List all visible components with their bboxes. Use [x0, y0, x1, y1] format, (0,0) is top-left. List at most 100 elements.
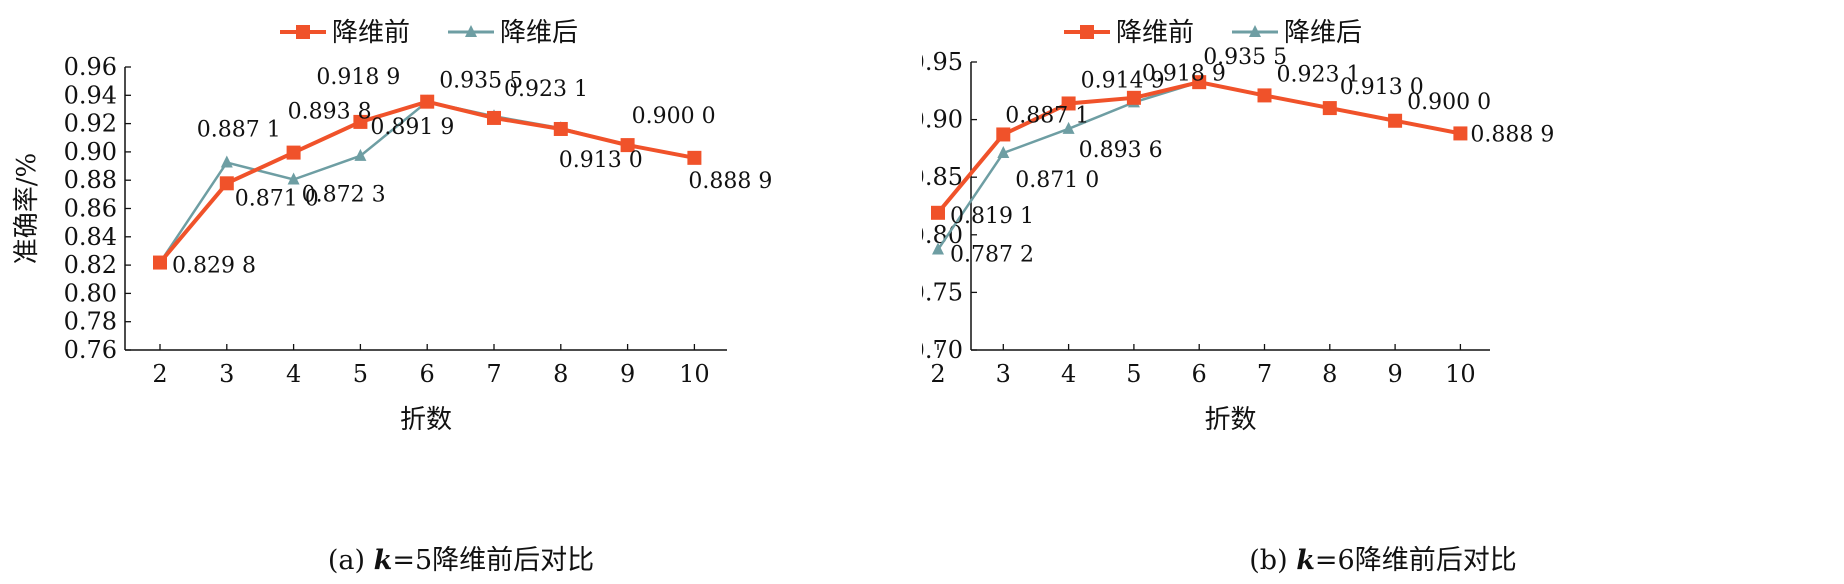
chart-b-before-point [1388, 113, 1403, 128]
chart-b-x-tick-label: 3 [996, 360, 1011, 388]
chart-a-svg: 0.760.780.800.820.840.860.880.900.920.94… [12, 18, 772, 435]
chart-a-before-point [219, 176, 234, 191]
chart-b-data-label: 0.935 5 [1203, 45, 1287, 70]
chart-a-x-tick-label: 7 [486, 360, 501, 388]
chart-b-y-tick-label: 0.85 [922, 163, 963, 191]
chart-b-caption-var: k [1296, 545, 1315, 576]
chart-a-data-label: 0.918 9 [316, 65, 400, 90]
chart-b-data-label: 0.787 2 [950, 243, 1034, 268]
chart-b-x-tick-label: 4 [1061, 360, 1076, 388]
chart-b-y-tick-label: 0.95 [922, 48, 963, 76]
legend-after-marker [1249, 25, 1261, 37]
chart-a-y-tick-label: 0.76 [64, 336, 117, 364]
chart-a-x-axis-label: 折数 [400, 405, 452, 435]
chart-b-caption-prefix: (b) [1249, 545, 1297, 576]
chart-b-caption-suffix: =6降维前后对比 [1314, 545, 1517, 576]
chart-a-y-tick-label: 0.80 [64, 279, 117, 307]
chart-a-y-tick-label: 0.94 [64, 81, 117, 109]
legend-after-marker [465, 25, 477, 37]
chart-a-data-label: 0.913 0 [559, 148, 643, 173]
chart-b-data-label: 0.914 9 [1081, 68, 1165, 93]
chart-a-y-tick-label: 0.82 [64, 251, 117, 279]
chart-a-before-point [420, 94, 435, 109]
chart-b-before-point [996, 127, 1011, 142]
chart-b-data-label: 0.887 1 [1005, 103, 1089, 128]
chart-a-data-label: 0.891 9 [370, 115, 454, 140]
chart-b-y-tick-label: 0.70 [922, 336, 963, 364]
chart-a-x-tick-label: 9 [620, 360, 635, 388]
chart-a-before-point [687, 150, 702, 165]
chart-b-data-label: 0.819 1 [950, 204, 1034, 229]
chart-b-x-tick-label: 10 [1445, 360, 1476, 388]
chart-b-x-tick-label: 7 [1257, 360, 1272, 388]
chart-a-after-point [354, 148, 367, 161]
chart-a-data-label: 0.871 0 [235, 186, 319, 211]
chart-a-caption: (a) k=5降维前后对比 [0, 538, 922, 577]
chart-a-y-tick-label: 0.96 [64, 53, 117, 81]
chart-a-before-point [153, 255, 167, 270]
chart-a-x-tick-label: 2 [152, 360, 167, 388]
chart-a-data-label: 0.900 0 [632, 104, 716, 129]
chart-a-before-point [286, 145, 301, 160]
chart-a-caption-prefix: (a) [327, 545, 374, 576]
chart-b-after-point [932, 242, 944, 255]
chart-b-y-tick-label: 0.90 [922, 106, 963, 134]
chart-b-x-tick-label: 9 [1387, 360, 1402, 388]
chart-b-data-label: 0.893 6 [1079, 138, 1163, 163]
chart-b-svg: 0.700.750.800.850.900.952345678910折数准确率/… [922, 18, 1554, 435]
chart-a-data-label: 0.888 9 [688, 169, 772, 194]
chart-b-caption: (b) k=6降维前后对比 [922, 538, 1844, 577]
chart-a-before-point [553, 121, 568, 136]
legend-after-label: 降维后 [500, 18, 578, 48]
chart-a-caption-var: k [373, 545, 393, 576]
chart-b-x-tick-label: 8 [1322, 360, 1337, 388]
chart-a-data-label: 0.893 8 [288, 100, 372, 125]
legend-before-label: 降维前 [332, 18, 410, 48]
chart-b-before-point [1322, 101, 1337, 116]
chart-a-y-tick-label: 0.78 [64, 308, 117, 336]
chart-a-before-point [353, 114, 368, 129]
chart-b-before-point [1061, 96, 1076, 111]
chart-a-x-tick-label: 6 [420, 360, 435, 388]
chart-a-y-tick-label: 0.92 [64, 110, 117, 138]
chart-a-data-label: 0.935 5 [439, 69, 523, 94]
chart-a-before-point [620, 138, 635, 153]
chart-a-before-point [487, 110, 501, 125]
chart-b-y-tick-label: 0.75 [922, 278, 963, 306]
chart-b-x-tick-label: 6 [1192, 360, 1207, 388]
legend-before-label: 降维前 [1116, 18, 1194, 48]
chart-a-data-label: 0.872 3 [302, 182, 386, 207]
chart-a-x-tick-label: 8 [553, 360, 568, 388]
chart-b-after-point [1062, 121, 1075, 134]
chart-b-x-axis-label: 折数 [1204, 405, 1256, 435]
chart-b-data-label: 0.871 0 [1015, 168, 1099, 193]
chart-b-data-label: 0.900 0 [1407, 90, 1491, 115]
chart-a-x-tick-label: 10 [679, 360, 710, 388]
chart-b-after-point [997, 146, 1010, 159]
chart-b-before-point [1192, 75, 1207, 90]
chart-b-legend: 降维前 降维后 [1064, 18, 1362, 48]
chart-a-after-point [287, 172, 300, 185]
chart-a-data-label: 0.887 1 [197, 118, 281, 143]
legend-after-label: 降维后 [1284, 18, 1362, 48]
chart-a-x-tick-label: 4 [286, 360, 301, 388]
chart-panel-b: 0.700.750.800.850.900.952345678910折数准确率/… [922, 0, 1844, 584]
chart-b-data-label: 0.923 1 [1277, 62, 1361, 87]
chart-panel-a: 0.76 0.78 0.80 0.82 0.84 0.86 0.88 0.90 0.92 0.94… [0, 18, 922, 577]
chart-b-data-label: 0.918 9 [1142, 61, 1226, 86]
legend-before-marker [1080, 25, 1094, 39]
chart-a-data-label: 0.829 8 [172, 254, 256, 279]
chart-a-y-tick-label: 0.88 [64, 166, 117, 194]
chart-a-y-axis-label: 准确率/% [12, 153, 42, 264]
chart-a-y-tick-label: 0.86 [64, 195, 117, 223]
chart-a-y-tick-label: 0.84 [64, 223, 117, 251]
chart-a-x-tick-label: 5 [353, 360, 368, 388]
chart-b-x-tick-label: 2 [930, 360, 945, 388]
chart-b-before-point [1453, 126, 1468, 141]
chart-b-before-point [931, 205, 945, 220]
chart-b-data-label: 0.888 9 [1470, 122, 1554, 147]
chart-a-x-tick-label: 3 [219, 360, 234, 388]
legend-before-marker [296, 25, 310, 39]
chart-b-data-label: 0.913 0 [1340, 75, 1424, 100]
chart-a-legend: 降维前 降维后 [280, 18, 578, 48]
